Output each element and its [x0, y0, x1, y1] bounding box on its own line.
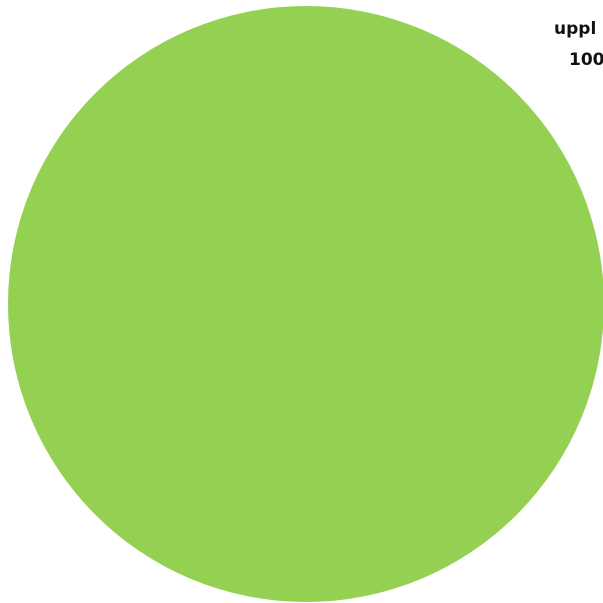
- slice-value-label: 100: [569, 50, 603, 70]
- slice-label: uppl: [554, 19, 596, 39]
- pie-slices: [8, 6, 603, 602]
- pie-labels: uppl 100: [554, 19, 603, 70]
- pie-slice: [8, 6, 603, 602]
